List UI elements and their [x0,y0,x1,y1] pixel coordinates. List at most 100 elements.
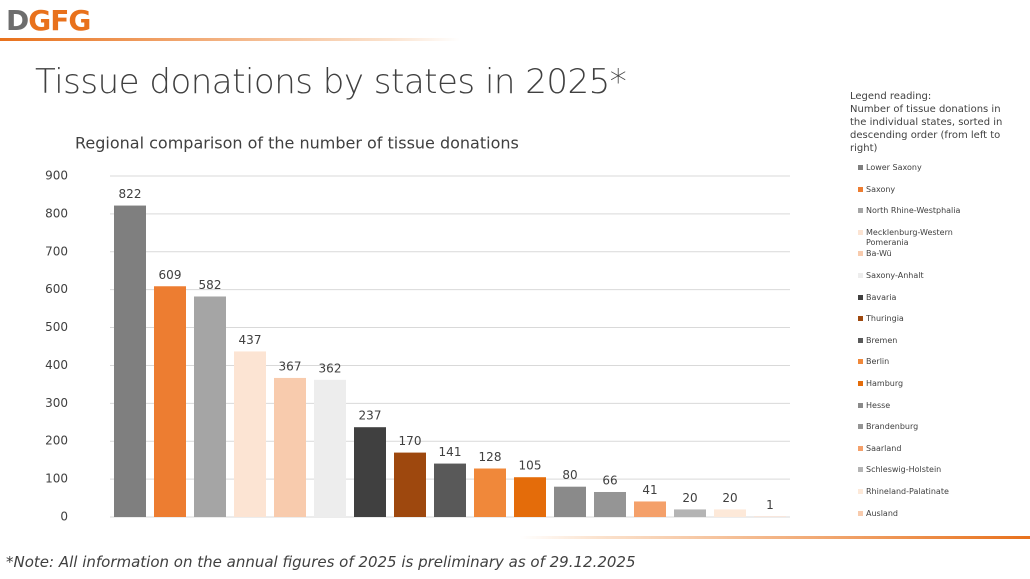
legend-label: Hamburg [866,379,904,388]
legend-item: Saxony [858,185,968,195]
legend-swatch [858,424,863,430]
legend-label: Ausland [866,508,898,518]
bar [554,486,586,517]
value-label: 41 [642,483,657,497]
logo: DGFG [6,4,91,37]
legend-label: Saxony [866,184,896,194]
legend-label: Berlin [866,357,890,367]
legend-label: Lower Saxony [866,163,922,172]
legend-swatch [858,467,863,473]
legend-label: Ba-Wü [866,249,892,259]
legend-item: Ba-Wü [858,249,968,259]
legend-swatch [858,402,863,408]
legend-label: Rhineland-Palatinate [866,487,949,496]
legend-item: Ausland [858,509,968,519]
value-label: 362 [319,361,342,375]
bar [634,501,666,517]
bar [514,477,546,517]
bar [394,452,426,517]
legend-label: Schleswig-Holstein [866,465,942,475]
bar [154,286,186,517]
y-tick-label: 500 [45,320,68,334]
bar [714,509,746,517]
y-tick-label: 700 [45,244,68,258]
legend-text: Number of tissue donations in the indivi… [850,104,1003,154]
y-tick-label: 100 [45,472,68,486]
y-tick-label: 600 [45,282,68,296]
legend-label: Mecklenburg-Western Pomerania [866,227,953,247]
legend-swatch [858,445,863,451]
legend-item: Schleswig-Holstein [858,465,968,475]
legend-label: Saarland [866,443,902,453]
bar [234,351,266,517]
legend-item: Thuringia [858,314,968,324]
value-label: 141 [439,445,462,459]
legend-label: North Rhine-Westphalia [866,206,961,216]
value-label: 237 [359,409,382,423]
y-tick-label: 400 [45,358,68,372]
legend-note: Legend reading: Number of tissue donatio… [850,90,1020,155]
bar [114,205,146,517]
value-label: 1 [766,498,774,512]
legend-swatch [858,489,863,494]
bar [674,509,706,517]
footnote: *Note: All information on the annual fig… [6,553,636,571]
bar [474,468,506,517]
legend-swatch [858,186,863,192]
value-label: 170 [399,434,422,448]
legend-item: Hamburg [858,379,968,389]
slide-title: Tissue donations by states in 2025* [35,62,627,102]
legend-label: Brandenburg [866,422,919,432]
legend-swatch [858,294,863,300]
legend-item: Berlin [858,357,968,367]
value-label: 437 [239,333,262,347]
legend-label: Saxony-Anhalt [866,271,924,280]
legend-item: Bavaria [858,293,968,303]
legend-swatch [858,208,863,214]
value-label: 80 [562,468,577,482]
y-tick-label: 0 [60,510,68,524]
value-label: 822 [119,187,142,201]
legend-item: Brandenburg [858,422,968,432]
legend-item: Lower Saxony [858,163,968,173]
legend-swatch [858,251,863,257]
bar [314,379,346,517]
legend-label: Hesse [866,400,891,410]
legend-item: Bremen [858,336,968,346]
legend-swatch [858,381,863,386]
y-tick-label: 200 [45,434,68,448]
chart-title: Regional comparison of the number of tis… [75,134,519,153]
bar [434,463,466,517]
legend-item: North Rhine-Westphalia [858,206,968,216]
value-label: 105 [519,459,542,473]
value-label: 609 [159,268,182,282]
value-label: 66 [602,473,617,487]
bar [354,427,386,517]
bar [194,296,226,517]
legend-swatch [858,359,863,365]
legend-label: Bavaria [866,292,897,302]
bar [274,377,306,517]
legend-swatch [858,165,863,170]
legend-heading: Legend reading: [850,91,932,102]
legend-swatch [858,229,863,235]
footer-line [520,536,1030,539]
legend-swatch [858,337,863,343]
legend-item: Rhineland-Palatinate [858,487,968,497]
y-tick-label: 900 [45,169,68,183]
legend-swatch [858,510,863,516]
value-label: 367 [279,359,302,373]
value-label: 582 [199,278,222,292]
legend-swatch [858,316,863,322]
value-label: 20 [682,491,697,505]
y-tick-label: 800 [45,206,68,220]
legend-label: Bremen [866,335,898,345]
legend-item: Hesse [858,401,968,411]
bar [594,491,626,517]
value-label: 128 [479,450,502,464]
y-tick-label: 300 [45,396,68,410]
legend-item: Saarland [858,444,968,454]
legend-swatch [858,273,863,278]
